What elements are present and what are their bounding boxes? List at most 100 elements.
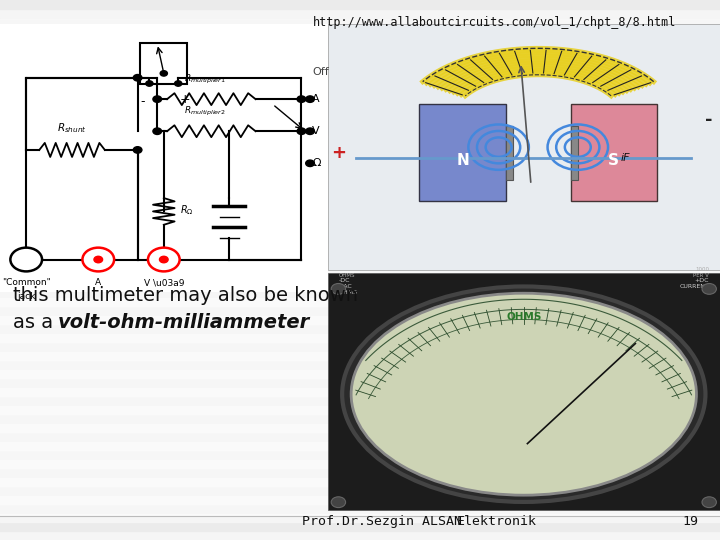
Text: -: - bbox=[140, 96, 145, 109]
Circle shape bbox=[133, 147, 142, 153]
Text: Ω: Ω bbox=[312, 158, 320, 168]
Text: S: S bbox=[608, 153, 619, 168]
Bar bbox=[0, 9, 720, 18]
Bar bbox=[0, 261, 720, 270]
Bar bbox=[0, 144, 720, 153]
Circle shape bbox=[306, 160, 315, 166]
Bar bbox=[0, 360, 720, 369]
Text: Elektronik: Elektronik bbox=[457, 515, 537, 528]
Text: V: V bbox=[312, 126, 320, 136]
Bar bbox=[0, 342, 720, 351]
Bar bbox=[0, 90, 720, 99]
Text: http://www.allaboutcircuits.com/vol_1/chpt_8/8.html: http://www.allaboutcircuits.com/vol_1/ch… bbox=[313, 16, 677, 29]
Circle shape bbox=[160, 256, 168, 263]
Bar bbox=[0, 216, 720, 225]
Bar bbox=[0, 162, 720, 171]
Bar bbox=[140, 43, 187, 84]
Bar bbox=[0, 351, 720, 360]
Bar bbox=[0, 198, 720, 207]
Text: V \u03a9: V \u03a9 bbox=[143, 279, 184, 287]
Bar bbox=[0, 99, 720, 108]
Bar bbox=[0, 72, 720, 81]
Text: "Common": "Common" bbox=[2, 279, 50, 287]
Text: Prof.Dr.Sezgin ALSAN: Prof.Dr.Sezgin ALSAN bbox=[302, 515, 462, 528]
Circle shape bbox=[153, 96, 161, 103]
Text: $R_{multiplier1}$: $R_{multiplier1}$ bbox=[184, 73, 225, 86]
Text: +: + bbox=[331, 144, 346, 161]
Circle shape bbox=[94, 256, 102, 263]
Text: +: + bbox=[180, 93, 191, 106]
Bar bbox=[0, 450, 720, 459]
Bar bbox=[0, 522, 720, 531]
Bar bbox=[0, 0, 720, 9]
Text: $R_{multiplier2}$: $R_{multiplier2}$ bbox=[184, 105, 225, 118]
Circle shape bbox=[331, 497, 346, 508]
Bar bbox=[571, 126, 578, 179]
Bar bbox=[0, 297, 720, 306]
Text: A: A bbox=[95, 279, 102, 287]
Bar bbox=[0, 495, 720, 504]
Bar bbox=[328, 273, 720, 510]
Text: this multimeter may also be known: this multimeter may also be known bbox=[13, 286, 358, 305]
Bar bbox=[0, 405, 720, 414]
Bar bbox=[0, 513, 720, 522]
Bar bbox=[0, 126, 720, 135]
Bar bbox=[0, 459, 720, 468]
Bar bbox=[0, 27, 720, 36]
Bar bbox=[0, 234, 720, 243]
Bar bbox=[0, 504, 720, 513]
Text: N: N bbox=[456, 153, 469, 168]
Bar bbox=[0, 24, 328, 292]
Bar bbox=[0, 117, 720, 126]
Bar bbox=[0, 252, 720, 261]
Bar bbox=[0, 207, 720, 216]
Circle shape bbox=[331, 284, 346, 294]
Circle shape bbox=[297, 128, 306, 134]
Bar bbox=[0, 414, 720, 423]
Bar bbox=[0, 36, 720, 45]
Circle shape bbox=[161, 71, 167, 76]
Circle shape bbox=[306, 96, 315, 103]
Bar bbox=[0, 153, 720, 162]
Bar bbox=[0, 441, 720, 450]
Text: 1000
PER V: 1000 PER V bbox=[693, 267, 709, 278]
Text: iF: iF bbox=[621, 153, 631, 163]
Bar bbox=[0, 486, 720, 495]
Circle shape bbox=[10, 248, 42, 272]
Bar bbox=[0, 45, 720, 54]
Ellipse shape bbox=[351, 293, 696, 495]
Text: OHMS: OHMS bbox=[506, 313, 541, 322]
Circle shape bbox=[702, 284, 716, 294]
Bar bbox=[0, 369, 720, 378]
Circle shape bbox=[306, 128, 315, 134]
Bar bbox=[0, 531, 720, 540]
Bar bbox=[0, 423, 720, 432]
Text: as a: as a bbox=[13, 313, 59, 332]
Bar bbox=[505, 126, 513, 179]
Bar bbox=[0, 135, 720, 144]
Bar bbox=[0, 171, 720, 180]
Bar bbox=[0, 333, 720, 342]
Circle shape bbox=[153, 128, 161, 134]
Text: +DC
CURRENT: +DC CURRENT bbox=[680, 278, 709, 289]
Ellipse shape bbox=[342, 286, 706, 502]
Bar bbox=[0, 189, 720, 198]
Bar bbox=[0, 315, 720, 324]
Bar bbox=[419, 104, 505, 201]
Bar bbox=[0, 378, 720, 387]
Text: jack: jack bbox=[17, 292, 35, 301]
Bar bbox=[0, 54, 720, 63]
Circle shape bbox=[148, 248, 180, 272]
Bar bbox=[0, 180, 720, 189]
Bar bbox=[0, 279, 720, 288]
Circle shape bbox=[145, 81, 153, 86]
Text: -DC
±AC
OHMS: -DC ±AC OHMS bbox=[338, 278, 357, 295]
Circle shape bbox=[174, 81, 181, 86]
Bar bbox=[0, 306, 720, 315]
Text: A: A bbox=[312, 94, 320, 104]
Bar bbox=[0, 396, 720, 405]
Text: volt-ohm-milliammeter: volt-ohm-milliammeter bbox=[58, 313, 310, 332]
Circle shape bbox=[133, 75, 142, 81]
Text: $R_{\Omega}$: $R_{\Omega}$ bbox=[180, 203, 193, 217]
Text: -: - bbox=[706, 111, 713, 129]
